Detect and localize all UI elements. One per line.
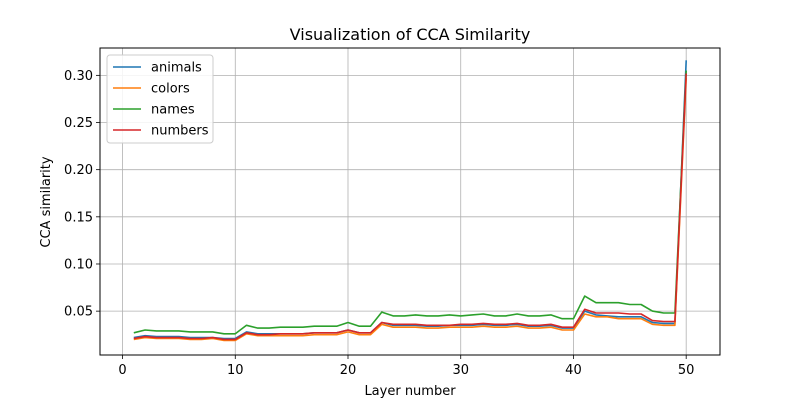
- legend: animals colors names numbers: [106, 54, 214, 144]
- series-line-animals: [133, 60, 687, 340]
- x-tick-label: 40: [565, 363, 582, 378]
- series-layer: [133, 60, 687, 342]
- x-tick-label: 0: [118, 363, 126, 378]
- chart-title: Visualization of CCA Similarity: [290, 25, 531, 44]
- plot-frame: [99, 47, 721, 356]
- legend-label-names: names: [151, 103, 195, 118]
- series-line-colors: [133, 78, 687, 342]
- x-tick-label: 10: [227, 363, 244, 378]
- x-tick-label: 50: [678, 363, 695, 378]
- y-tick-label: 0.25: [64, 116, 93, 131]
- y-tick-label: 0.10: [64, 257, 93, 272]
- y-tick-label: 0.30: [64, 69, 93, 84]
- legend-label-colors: colors: [151, 82, 190, 97]
- x-tick-label: 30: [452, 363, 469, 378]
- legend-label-animals: animals: [151, 61, 202, 76]
- series-line-names: [133, 70, 687, 335]
- legend-label-numbers: numbers: [151, 124, 209, 139]
- y-tick-label: 0.20: [64, 163, 93, 178]
- y-tick-label: 0.15: [64, 210, 93, 225]
- y-axis-label: CCA similarity: [39, 156, 54, 247]
- y-tick-label: 0.05: [64, 305, 93, 320]
- x-axis-label: Layer number: [364, 384, 456, 399]
- x-tick-label: 20: [340, 363, 357, 378]
- tick-layer: 0 10 20 30 40 50 0.05 0.10 0.15 0.20 0.25 0.30: [64, 69, 694, 378]
- series-line-numbers: [133, 73, 687, 341]
- legend-box: [106, 54, 214, 144]
